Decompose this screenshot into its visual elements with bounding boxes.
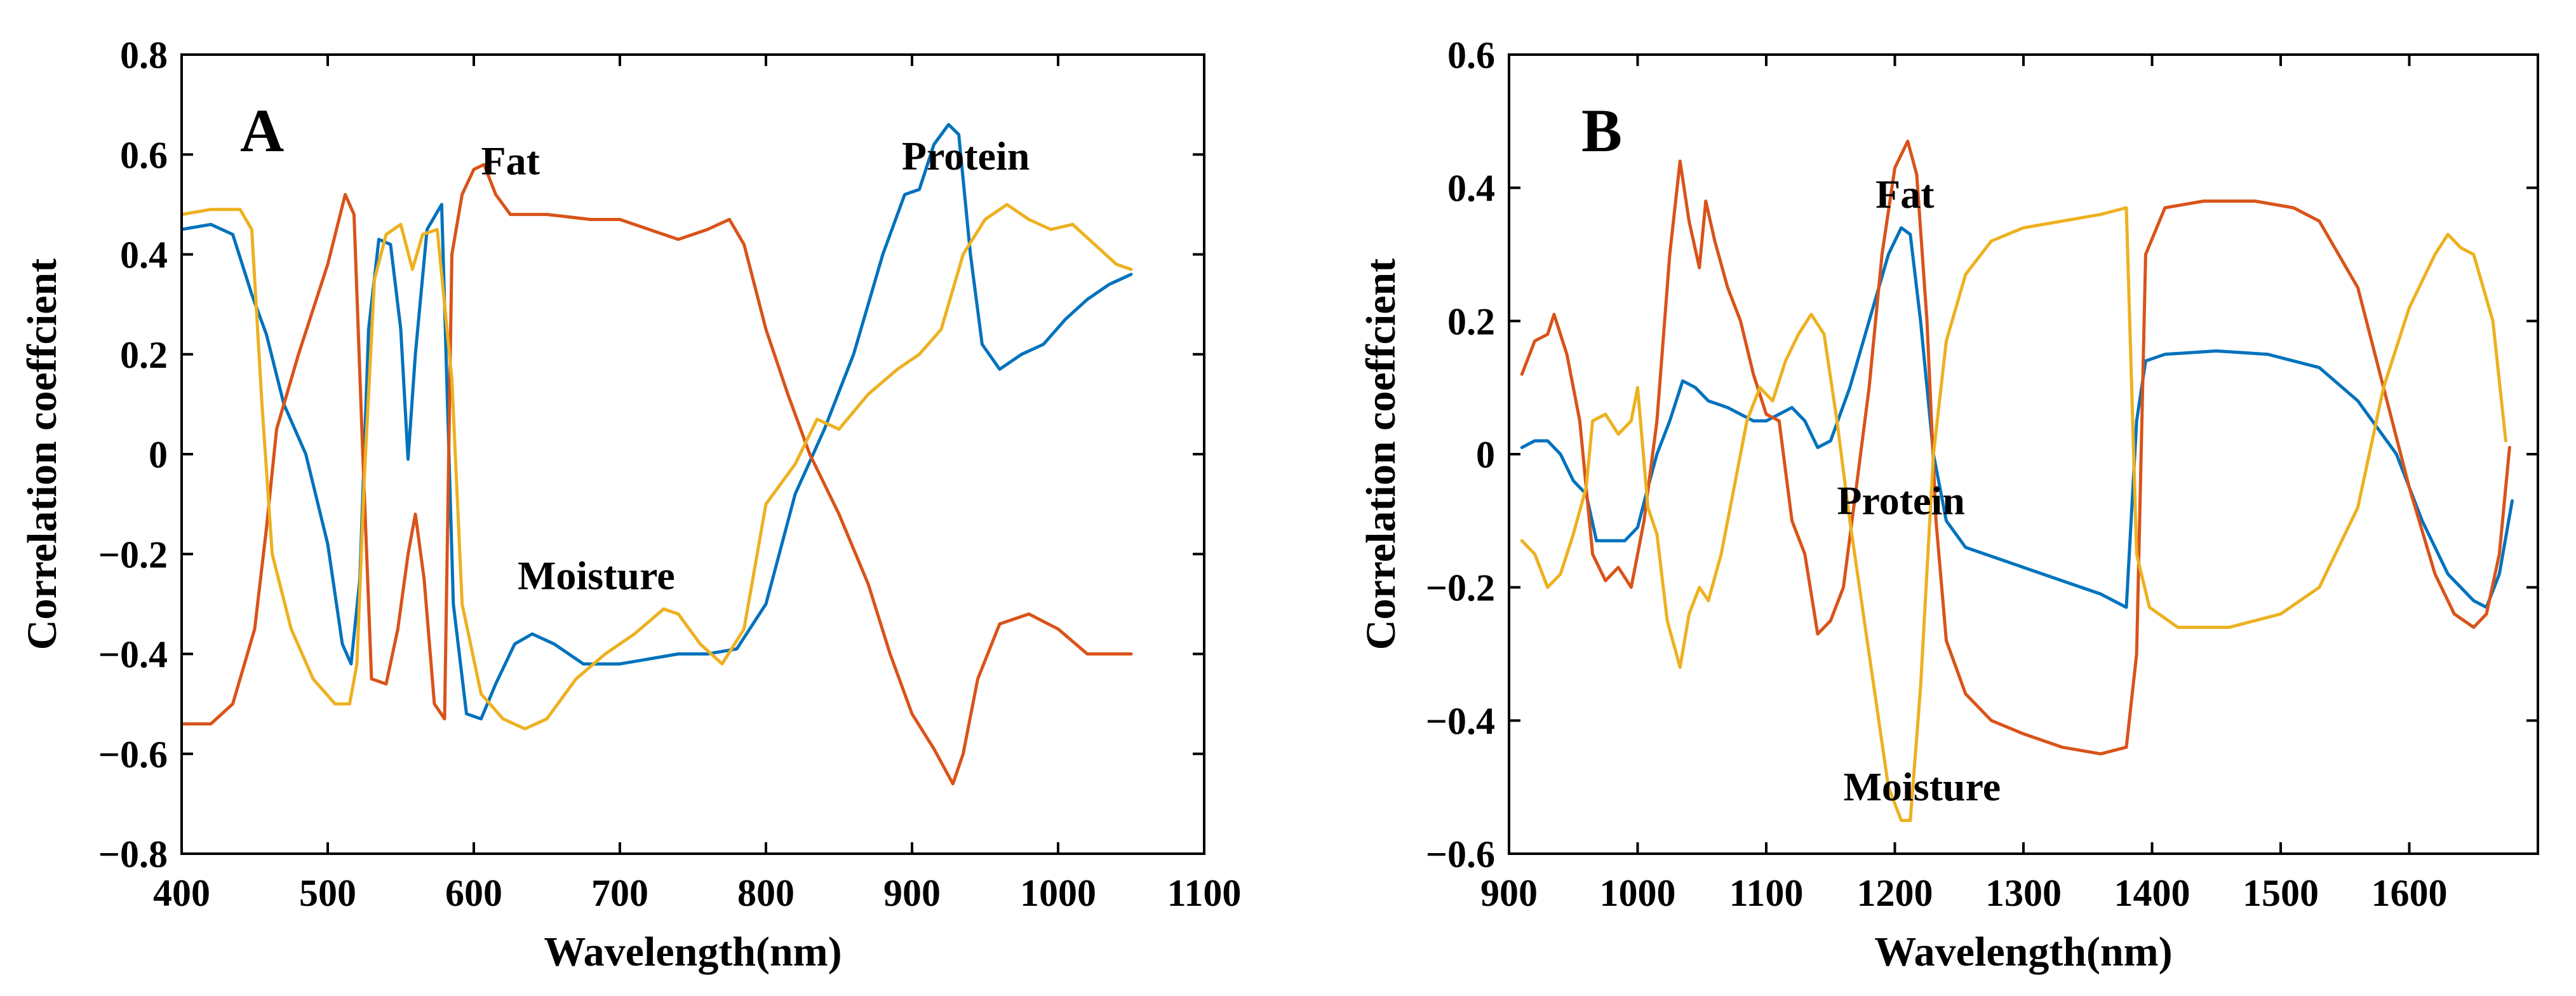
panel-a-x-tick-label: 600 (445, 872, 502, 914)
panel-b-series-fat-line (1520, 139, 2511, 756)
panel-b-x-tick-label: 1600 (2371, 872, 2448, 914)
panel-a-y-tick-label: −0.2 (98, 534, 168, 575)
panel-a-x-tick-label: 1100 (1167, 872, 1242, 914)
panel-a-series-protein-line (182, 123, 1133, 721)
panel-a-letter: A (240, 97, 284, 165)
panel-a-y-axis-label: Correlation coeffcient (19, 259, 65, 650)
panel-b-letter: B (1581, 97, 1622, 165)
panel-a-y-tick-label: 0.2 (120, 334, 168, 376)
panel-a-annotation-fat: Fat (481, 138, 540, 184)
panel-b-annotation-protein: Protein (1837, 478, 1964, 523)
panel-b-y-tick-label: 0.4 (1447, 168, 1495, 210)
panel-b-x-axis-label: Wavelength(nm) (1874, 929, 2172, 975)
panel-b-y-tick-label: −0.4 (1426, 700, 1495, 742)
panel-b-plot: 900 1000 1100 1200 1300 1400 1500 1600 −0.6 −0.4 −… (1358, 34, 2539, 975)
panel-b-series-moisture-line (1520, 206, 2507, 823)
panel-b-x-tick-label: 1300 (1985, 872, 2062, 914)
panel-b-annotation-moisture: Moisture (1844, 764, 2001, 809)
panel-a-y-tick-label: −0.6 (98, 734, 168, 776)
panel-b-y-tick-label: 0 (1476, 434, 1495, 476)
panel-b-y-axis-label: Correlation coeffcient (1358, 259, 1404, 650)
panel-b-y-tick-label: 0.6 (1447, 34, 1495, 76)
panel-b-x-tick-label: 900 (1480, 872, 1538, 914)
panel-b-x-tick-label: 1500 (2243, 872, 2319, 914)
panel-a-x-tick-label: 700 (591, 872, 648, 914)
panel-a-x-tick-label: 800 (737, 872, 795, 914)
panel-a-y-tick-label: 0.4 (120, 234, 168, 276)
panel-a-x-tick-label: 900 (883, 872, 941, 914)
panel-b-y-tick-label: −0.2 (1426, 567, 1495, 609)
panel-a-y-tick-label: 0 (149, 434, 168, 476)
panel-a-x-tick-label: 500 (299, 872, 356, 914)
panel-a-annotation-moisture: Moisture (518, 553, 675, 598)
panel-a-series-fat-line (182, 163, 1133, 786)
panel-a-y-tick-label: −0.8 (98, 833, 168, 875)
panel-a-x-tick-label: 1000 (1020, 872, 1096, 914)
panel-b-y-tick-label: 0.2 (1447, 300, 1495, 342)
panel-b-y-tick-label: −0.6 (1426, 833, 1495, 875)
panel-a-annotation-protein: Protein (902, 133, 1030, 178)
panel-a-y-tick-label: −0.4 (98, 634, 168, 676)
panel-a-x-tick-label: 400 (153, 872, 210, 914)
panel-a-y-tick-label: 0.8 (120, 34, 168, 76)
panel-a-series-moisture-line (182, 203, 1133, 730)
panel-a-plot: 400 500 600 700 800 900 1000 1100 −0.8 −0.6 −0.4 −0… (19, 34, 1241, 975)
panel-b-x-tick-label: 1200 (1857, 872, 1933, 914)
panel-a-y-tick-label: 0.6 (120, 134, 168, 176)
panel-b-x-tick-label: 1100 (1729, 872, 1804, 914)
panel-a-axes-frame (180, 53, 1205, 855)
panel-b-annotation-fat: Fat (1875, 172, 1935, 217)
panel-b-series-protein-line (1520, 226, 2514, 609)
panel-b-x-tick-label: 1000 (1600, 872, 1676, 914)
panel-b-x-tick-label: 1400 (2114, 872, 2190, 914)
panel-a-x-axis-label: Wavelength(nm) (544, 929, 842, 975)
